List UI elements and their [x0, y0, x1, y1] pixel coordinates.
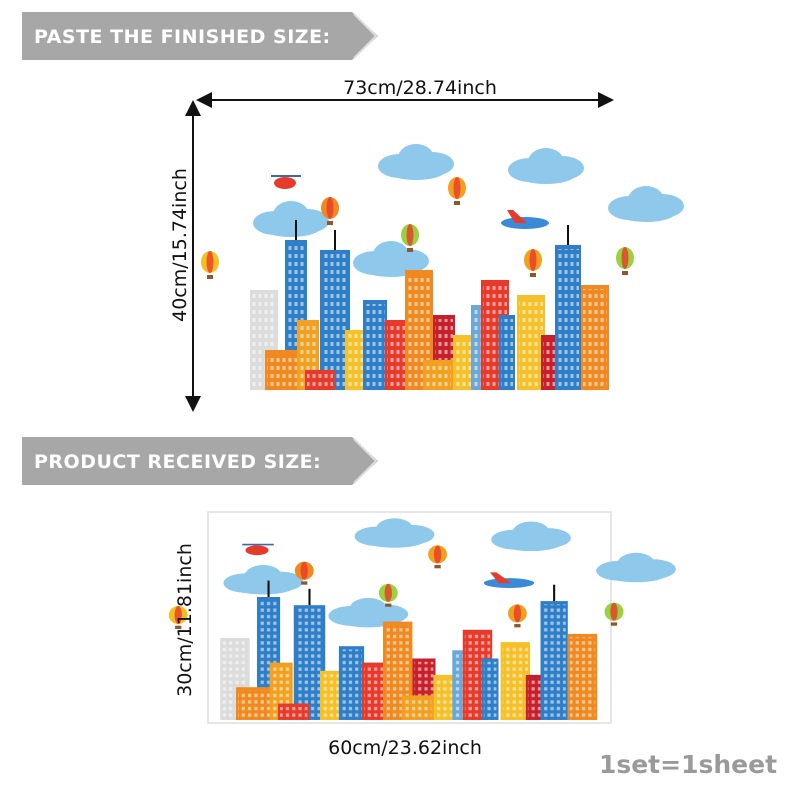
width-label: 60cm/23.62inch	[328, 737, 482, 759]
banner: PRODUCT RECEIVED SIZE:	[22, 437, 378, 485]
banner: PASTE THE FINISHED SIZE:	[22, 12, 378, 60]
width-label: 73cm/28.74inch	[343, 77, 497, 99]
banner-text: PASTE THE FINISHED SIZE:	[34, 26, 331, 48]
height-label: 40cm/15.74inch	[169, 168, 191, 322]
note: 1set=1sheet	[599, 750, 777, 779]
height-label: 30cm/11.81inch	[174, 543, 196, 697]
banner-text: PRODUCT RECEIVED SIZE:	[34, 451, 321, 473]
city-illustration	[200, 143, 685, 391]
